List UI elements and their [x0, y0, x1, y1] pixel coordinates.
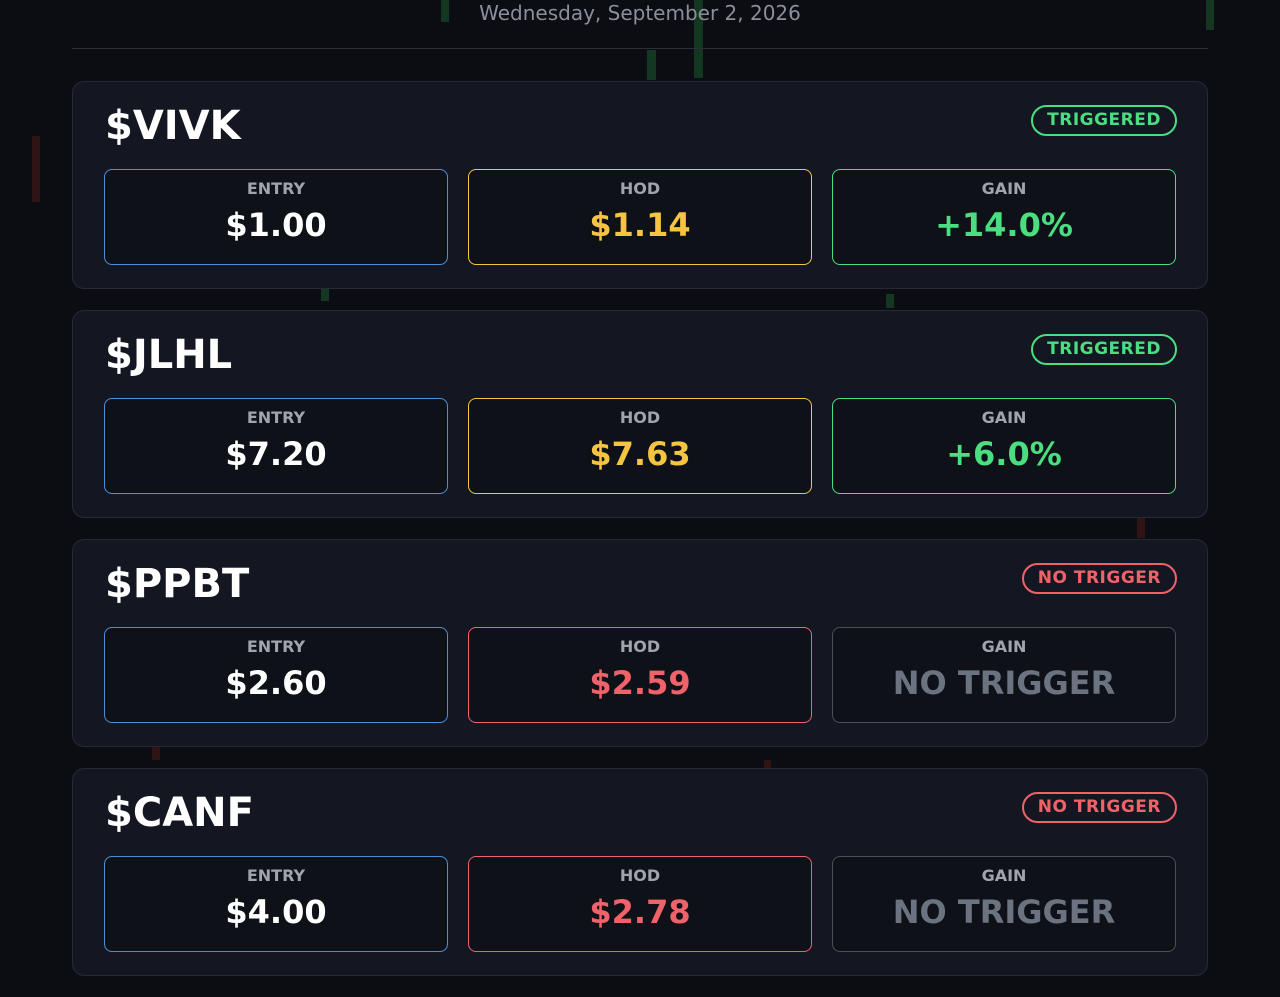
- gain-box: GAIN +6.0%: [832, 398, 1176, 494]
- entry-box: ENTRY $7.20: [104, 398, 448, 494]
- alert-card: $JLHL TRIGGERED ENTRY $7.20 HOD $7.63 GAIN +6.0…: [72, 310, 1208, 518]
- hod-value: $2.59: [589, 664, 691, 702]
- entry-value: $2.60: [225, 664, 327, 702]
- date: Wednesday, September 2, 2026: [479, 1, 801, 25]
- ticker: $JLHL: [105, 332, 233, 378]
- alert-card: $CANF NO TRIGGER ENTRY $4.00 HOD $2.78 GAIN NO …: [72, 768, 1208, 976]
- status-badge: TRIGGERED: [1031, 105, 1177, 136]
- hod-box: HOD $2.59: [468, 627, 812, 723]
- gain-value: +6.0%: [946, 435, 1062, 473]
- gain-value: NO TRIGGER: [892, 893, 1116, 931]
- gain-label: GAIN: [981, 637, 1027, 656]
- hod-value: $7.63: [589, 435, 691, 473]
- entry-box: ENTRY $2.60: [104, 627, 448, 723]
- hod-box: HOD $1.14: [468, 169, 812, 265]
- ticker: $PPBT: [105, 561, 250, 607]
- gain-label: GAIN: [981, 866, 1027, 885]
- hod-value: $1.14: [589, 206, 691, 244]
- gain-value: NO TRIGGER: [892, 664, 1116, 702]
- entry-value: $1.00: [225, 206, 327, 244]
- gain-box: GAIN +14.0%: [832, 169, 1176, 265]
- hod-value: $2.78: [589, 893, 691, 931]
- gain-label: GAIN: [981, 408, 1027, 427]
- hod-label: HOD: [619, 179, 661, 198]
- status-badge: TRIGGERED: [1031, 334, 1177, 365]
- ticker: $VIVK: [105, 103, 241, 149]
- entry-box: ENTRY $4.00: [104, 856, 448, 952]
- hod-label: HOD: [619, 637, 661, 656]
- entry-value: $4.00: [225, 893, 327, 931]
- entry-label: ENTRY: [246, 637, 306, 656]
- gain-value: +14.0%: [935, 206, 1073, 244]
- hod-label: HOD: [619, 866, 661, 885]
- hod-label: HOD: [619, 408, 661, 427]
- alert-card: $PPBT NO TRIGGER ENTRY $2.60 HOD $2.59 GAIN NO …: [72, 539, 1208, 747]
- ticker: $CANF: [105, 790, 254, 836]
- entry-box: ENTRY $1.00: [104, 169, 448, 265]
- status-badge: NO TRIGGER: [1021, 792, 1177, 823]
- entry-label: ENTRY: [246, 408, 306, 427]
- hod-box: HOD $2.78: [468, 856, 812, 952]
- alert-card: $VIVK TRIGGERED ENTRY $1.00 HOD $1.14 GAIN +14.…: [72, 81, 1208, 289]
- status-badge: NO TRIGGER: [1021, 563, 1177, 594]
- entry-value: $7.20: [225, 435, 327, 473]
- divider: [72, 48, 1208, 49]
- entry-label: ENTRY: [246, 866, 306, 885]
- gain-box: GAIN NO TRIGGER: [832, 627, 1176, 723]
- hod-box: HOD $7.63: [468, 398, 812, 494]
- gain-box: GAIN NO TRIGGER: [832, 856, 1176, 952]
- entry-label: ENTRY: [246, 179, 306, 198]
- gain-label: GAIN: [981, 179, 1027, 198]
